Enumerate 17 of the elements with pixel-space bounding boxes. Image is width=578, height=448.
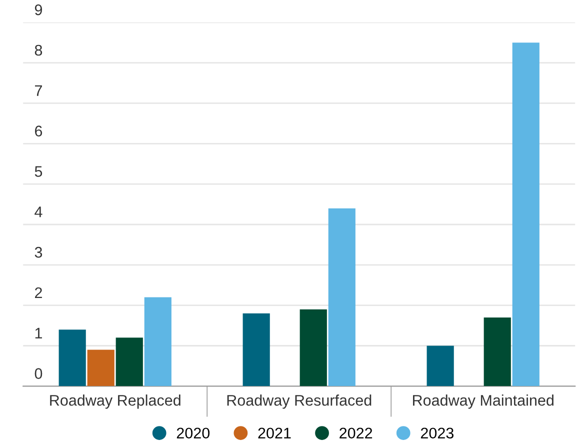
legend-label: 2020 xyxy=(176,428,210,439)
y-tick-label: 0 xyxy=(34,368,42,379)
y-tick-label: 7 xyxy=(35,85,42,96)
x-tick-label: Roadway Replaced xyxy=(50,394,180,409)
legend-label: 2023 xyxy=(420,428,454,439)
legend-label: 2021 xyxy=(258,428,291,439)
x-tick-label: Roadway Resurfaced xyxy=(227,394,372,409)
y-tick-label: 8 xyxy=(34,44,42,56)
legend-label: 2022 xyxy=(340,428,372,439)
y-tick-label: 1 xyxy=(35,328,42,338)
y-tick-label: 4 xyxy=(34,206,42,218)
x-tick-label: Roadway Maintained xyxy=(413,394,554,409)
y-tick-label: 6 xyxy=(35,126,42,136)
y-tick-label: 9 xyxy=(34,4,42,16)
y-tick-label: 3 xyxy=(34,246,42,258)
y-tick-label: 5 xyxy=(34,166,42,177)
y-tick-label: 2 xyxy=(35,287,42,298)
